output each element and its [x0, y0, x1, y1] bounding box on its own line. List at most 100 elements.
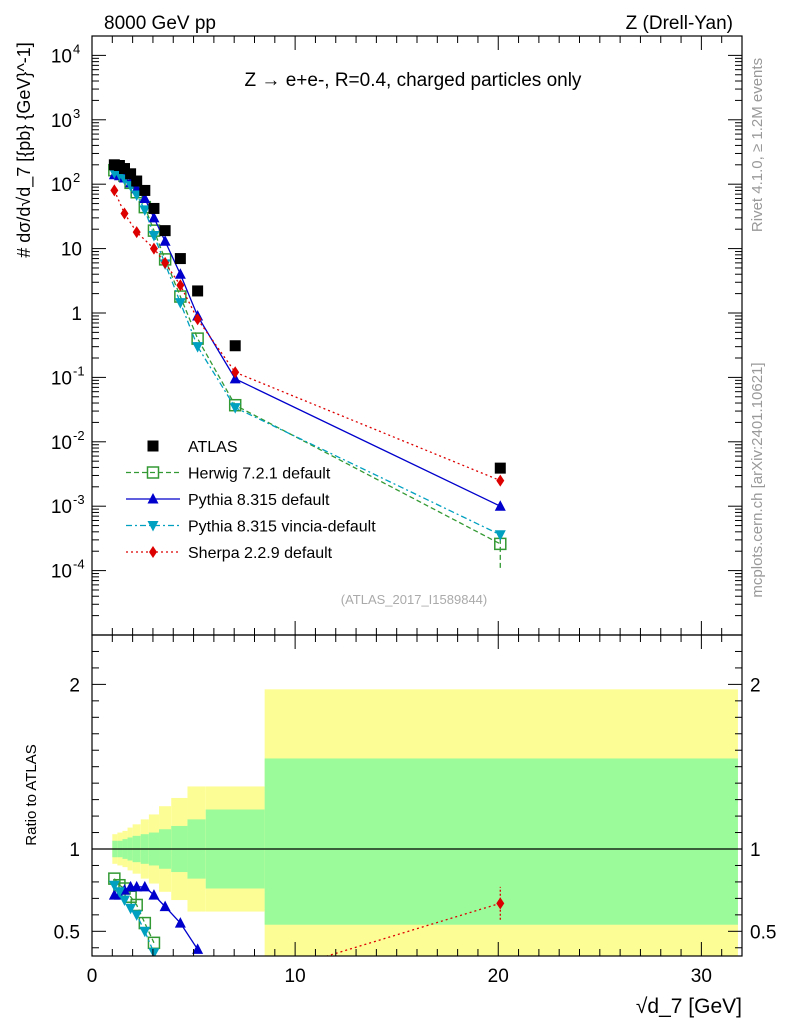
y-axis-label: # dσ/d√d_7 [{pb} {GeV}^-1]: [14, 42, 35, 258]
ratio-tick-label-right: 2: [750, 675, 761, 696]
y-tick-label: 10: [61, 240, 82, 261]
data-point: [174, 268, 186, 279]
atlas-data-point: [148, 202, 160, 214]
ratio-point: [148, 948, 160, 956]
data-point: [110, 184, 119, 197]
data-point: [176, 279, 185, 292]
y-tick-label: 10: [51, 497, 72, 518]
side-label-mcplots: mcplots.cern.ch [arXiv:2401.10621]: [749, 362, 766, 597]
data-point: [139, 205, 151, 216]
data-point: [120, 207, 129, 220]
ratio-tick-label: 2: [69, 675, 80, 696]
atlas-data-point: [494, 462, 506, 474]
y-tick-exponent: -3: [73, 492, 85, 507]
header-right: Z (Drell-Yan): [626, 13, 733, 34]
legend-label: Sherpa 2.2.9 default: [188, 545, 333, 562]
atlas-data-point: [131, 175, 143, 187]
plot-title: Z → e+e-, R=0.4, charged particles only: [245, 70, 582, 91]
data-point: [159, 235, 171, 246]
y-tick-label: 10: [51, 368, 72, 389]
data-point: [231, 366, 240, 379]
ratio-bands: [92, 689, 742, 956]
legend: ATLAS Herwig 7.2.1 default Pythia 8.315 de…: [126, 439, 376, 562]
x-tick-label: 30: [691, 966, 712, 987]
data-point: [496, 474, 505, 487]
atlas-data-point: [174, 253, 186, 265]
atlas-data-point: [125, 168, 137, 180]
data-point: [149, 242, 158, 255]
ratio-point: [108, 880, 120, 892]
ratio-point: [125, 903, 137, 915]
data-point: [192, 342, 204, 353]
x-axis-label: √d_7 [GeV]: [636, 995, 742, 1018]
ratio-point: [174, 917, 186, 928]
ratio-point: [113, 887, 125, 898]
y-tick-label: 10: [51, 562, 72, 583]
y-tick-label: 10: [51, 433, 72, 454]
atlas-data-point: [139, 184, 151, 196]
ratio-point: [496, 897, 505, 910]
atlas-data-point: [119, 163, 130, 175]
ratio-line-3: [324, 902, 501, 956]
ratio-tick-label-right: 1: [750, 840, 761, 861]
ratio-point: [131, 910, 143, 921]
data-point: [494, 500, 506, 511]
legend-label: ATLAS: [188, 439, 238, 456]
ratio-point: [139, 926, 151, 938]
ratio-axis-label: Ratio to ATLAS: [23, 744, 40, 845]
data-point: [229, 403, 241, 414]
ratio-point: [119, 895, 130, 907]
y-tick-label: 10: [51, 111, 72, 132]
y-tick-exponent: -1: [73, 363, 85, 378]
y-tick-exponent: -2: [73, 428, 85, 443]
atlas-data-point: [229, 340, 241, 352]
legend-marker: [147, 521, 159, 532]
side-label-rivet: Rivet 4.1.0, ≥ 1.2M events: [749, 58, 766, 232]
ratio-tick-label: 0.5: [54, 922, 80, 943]
series-layer: [108, 159, 507, 956]
y-tick-label: 10: [51, 175, 72, 196]
x-tick-label: 10: [285, 966, 306, 987]
data-point: [132, 226, 141, 239]
series-line-3: [113, 190, 501, 482]
legend-label: Pythia 8.315 default: [188, 492, 330, 509]
data-point: [148, 230, 160, 242]
ratio-tick-label-right: 0.5: [750, 922, 776, 943]
ratio-point: [131, 880, 143, 892]
legend-label: Pythia 8.315 vincia-default: [188, 519, 376, 536]
data-point: [193, 313, 202, 326]
series-line-1: [114, 174, 501, 507]
data-point: [148, 211, 160, 223]
x-tick-label: 0: [87, 966, 98, 987]
reference-label: (ATLAS_2017_I1589844): [341, 592, 487, 607]
ratio-series: [108, 872, 505, 956]
atlas-data-point: [159, 225, 171, 237]
y-tick-exponent: 3: [73, 106, 80, 121]
main-series: [108, 159, 507, 568]
header-left: 8000 GeV pp: [104, 13, 216, 34]
legend-marker: [146, 466, 160, 479]
y-tick-exponent: 4: [73, 41, 80, 56]
x-tick-label: 20: [488, 966, 509, 987]
data-point: [174, 298, 186, 309]
ratio-point: [192, 943, 204, 954]
y-tick-label: 10: [51, 46, 72, 67]
ratio-point: [159, 900, 171, 912]
ratio-point: [139, 880, 151, 892]
y-tick-exponent: -4: [73, 557, 85, 572]
band-inner: [264, 758, 738, 925]
legend-label: Herwig 7.2.1 default: [188, 466, 331, 483]
y-tick-label: 1: [71, 304, 82, 325]
ratio-point: [148, 889, 160, 900]
legend-marker: [149, 546, 157, 558]
legend-marker: [147, 440, 159, 452]
legend-marker: [147, 493, 159, 504]
atlas-data-point: [192, 285, 204, 297]
ratio-tick-label: 1: [69, 840, 80, 861]
data-point: [139, 192, 151, 203]
data-point: [494, 530, 506, 541]
y-tick-exponent: 2: [73, 170, 80, 185]
data-point: [161, 256, 170, 269]
